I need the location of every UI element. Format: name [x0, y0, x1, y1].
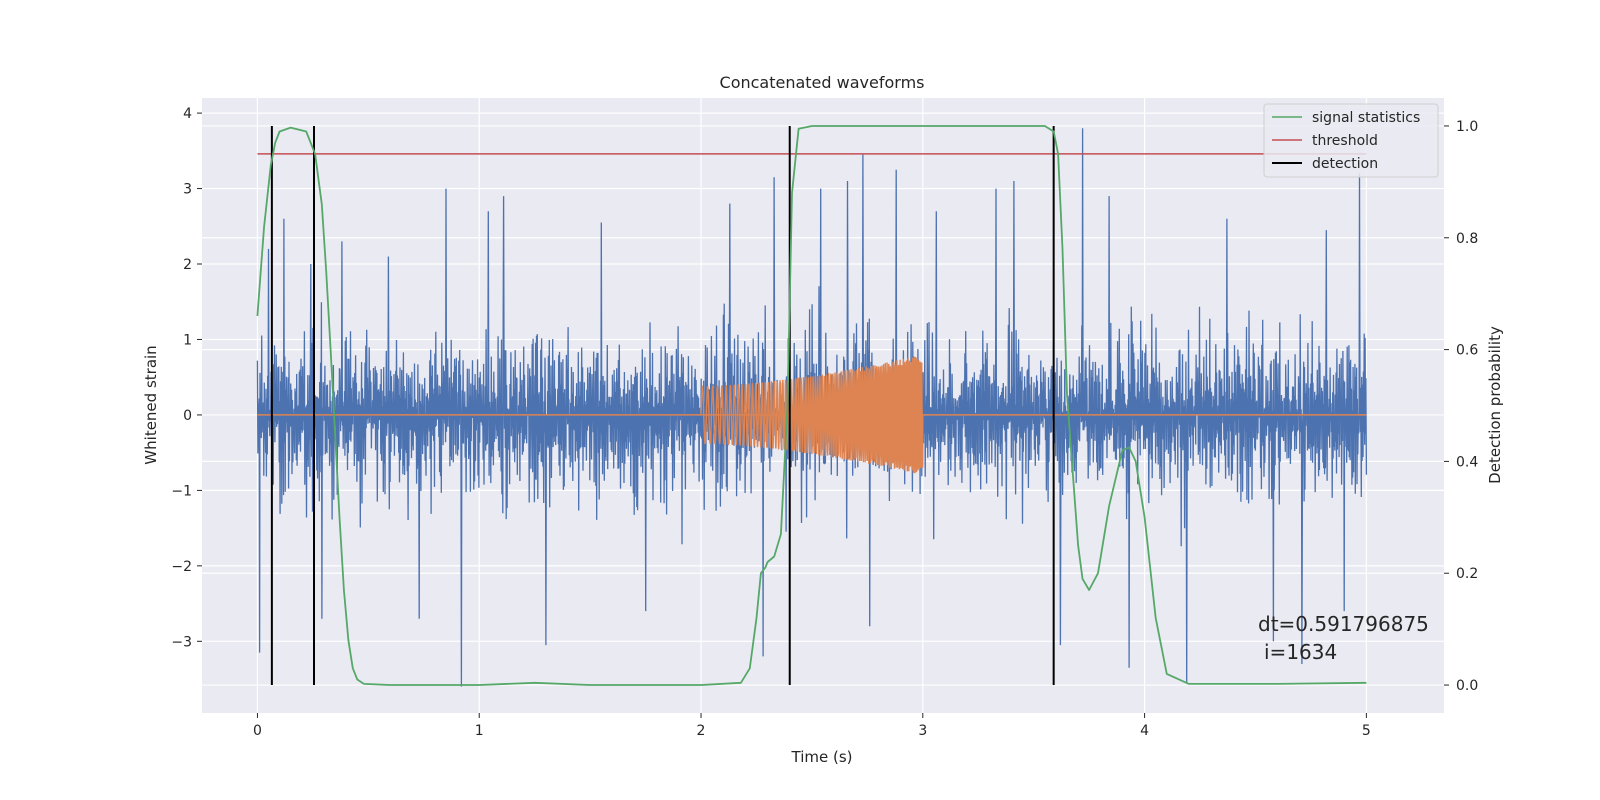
y-tick-label-left-0: −3	[171, 634, 192, 650]
y-tick-label-right-3: 0.6	[1456, 343, 1478, 359]
x-tick-label-2: 2	[697, 723, 706, 739]
x-tick-label-3: 3	[918, 723, 927, 739]
noise-series	[256, 128, 1368, 687]
y-tick-label-left-2: −1	[171, 483, 192, 499]
y-tick-label-left-7: 4	[183, 106, 192, 122]
chirp-series	[700, 356, 924, 474]
y-tick-label-left-1: −2	[171, 559, 192, 575]
axis-ticks: 0 1 2 3 4 5 −3 −2 −1 0 1 2 3 4 0.0 0.2 0.4 0.6 0.8 1.0	[171, 106, 1478, 739]
series-layer	[256, 125, 1368, 687]
y-tick-label-right-1: 0.2	[1456, 566, 1478, 582]
y-tick-label-right-4: 0.8	[1456, 231, 1478, 247]
y-tick-label-right-5: 1.0	[1456, 119, 1478, 135]
legend: signal statistics threshold detection	[1263, 103, 1439, 178]
x-tick-label-1: 1	[475, 723, 484, 739]
signal-statistics-line	[256, 125, 1367, 686]
y-tick-label-right-0: 0.0	[1456, 678, 1478, 694]
y-tick-label-left-6: 3	[183, 182, 192, 198]
y-tick-label-left-4: 1	[183, 332, 192, 348]
annotation-index: i=1634	[1264, 640, 1337, 664]
x-tick-label-5: 5	[1362, 723, 1371, 739]
annotation-dt: dt=0.591796875	[1258, 612, 1429, 636]
legend-label-signal-statistics: signal statistics	[1312, 110, 1420, 126]
x-axis-label: Time (s)	[791, 748, 853, 766]
y-axis-label-right: Detection probability	[1486, 326, 1504, 484]
x-tick-label-0: 0	[253, 723, 262, 739]
y-tick-label-left-5: 2	[183, 257, 192, 273]
chart-title: Concatenated waveforms	[720, 73, 925, 92]
legend-label-detection: detection	[1312, 156, 1378, 172]
legend-box	[1263, 103, 1439, 178]
x-tick-label-4: 4	[1140, 723, 1149, 739]
y-axis-label-left: Whitened strain	[142, 345, 160, 464]
legend-label-threshold: threshold	[1312, 133, 1378, 149]
y-tick-label-left-3: 0	[183, 408, 192, 424]
y-tick-label-right-2: 0.4	[1456, 454, 1478, 470]
